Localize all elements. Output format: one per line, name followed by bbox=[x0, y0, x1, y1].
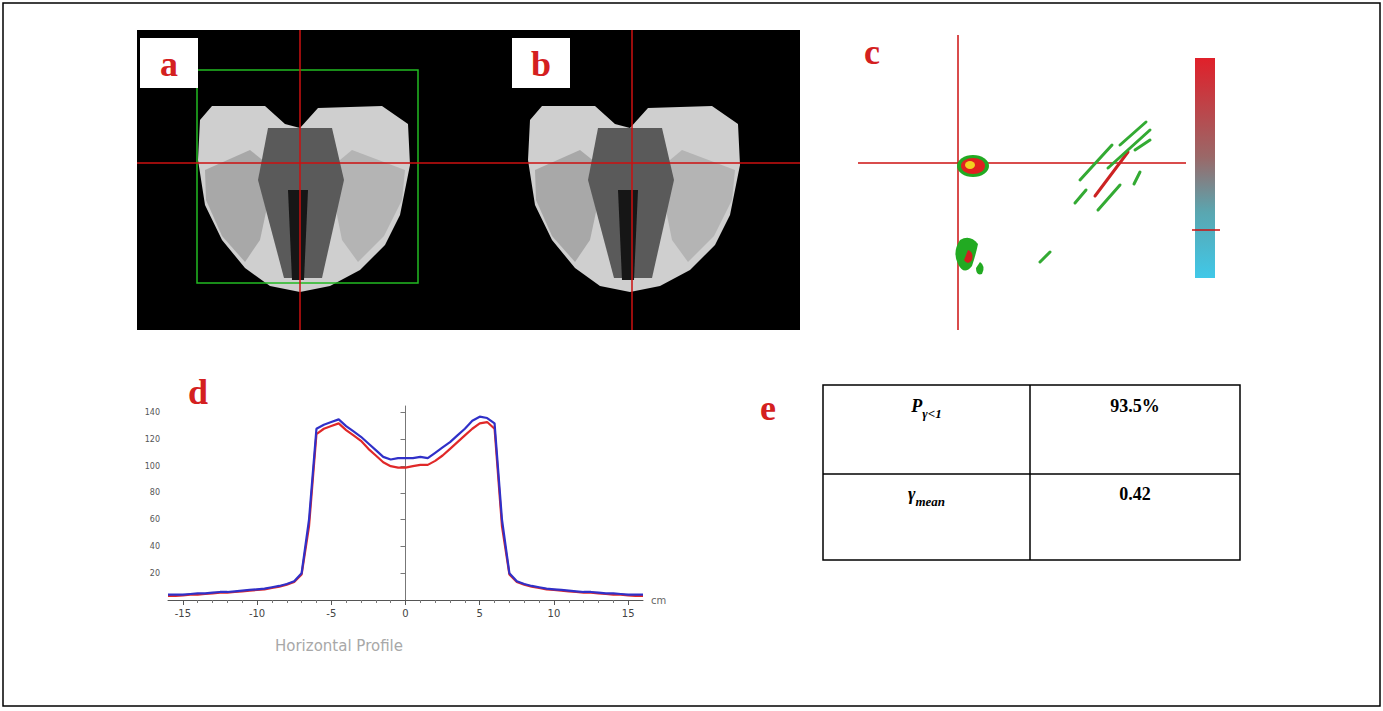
svg-text:20: 20 bbox=[150, 569, 160, 578]
svg-text:c: c bbox=[864, 32, 880, 72]
svg-text:a: a bbox=[160, 44, 178, 84]
svg-text:120: 120 bbox=[145, 435, 160, 444]
svg-text:b: b bbox=[531, 44, 551, 84]
svg-text:0: 0 bbox=[402, 608, 408, 619]
svg-text:80: 80 bbox=[150, 488, 160, 497]
svg-text:-15: -15 bbox=[175, 608, 191, 619]
svg-text:-10: -10 bbox=[249, 608, 265, 619]
svg-text:Horizontal Profile: Horizontal Profile bbox=[275, 637, 403, 655]
svg-text:60: 60 bbox=[150, 515, 160, 524]
svg-text:γmean: γmean bbox=[908, 484, 945, 509]
svg-text:Pγ<1: Pγ<1 bbox=[910, 396, 941, 421]
svg-text:140: 140 bbox=[145, 408, 160, 417]
svg-text:10: 10 bbox=[548, 608, 561, 619]
svg-text:cm: cm bbox=[651, 595, 666, 606]
svg-text:100: 100 bbox=[145, 462, 160, 471]
svg-text:d: d bbox=[188, 372, 208, 412]
svg-text:0.42: 0.42 bbox=[1119, 484, 1151, 504]
svg-text:-5: -5 bbox=[326, 608, 336, 619]
svg-text:15: 15 bbox=[622, 608, 635, 619]
svg-text:40: 40 bbox=[150, 542, 160, 551]
svg-text:e: e bbox=[760, 388, 776, 428]
svg-text:5: 5 bbox=[477, 608, 483, 619]
svg-text:93.5%: 93.5% bbox=[1110, 396, 1160, 416]
